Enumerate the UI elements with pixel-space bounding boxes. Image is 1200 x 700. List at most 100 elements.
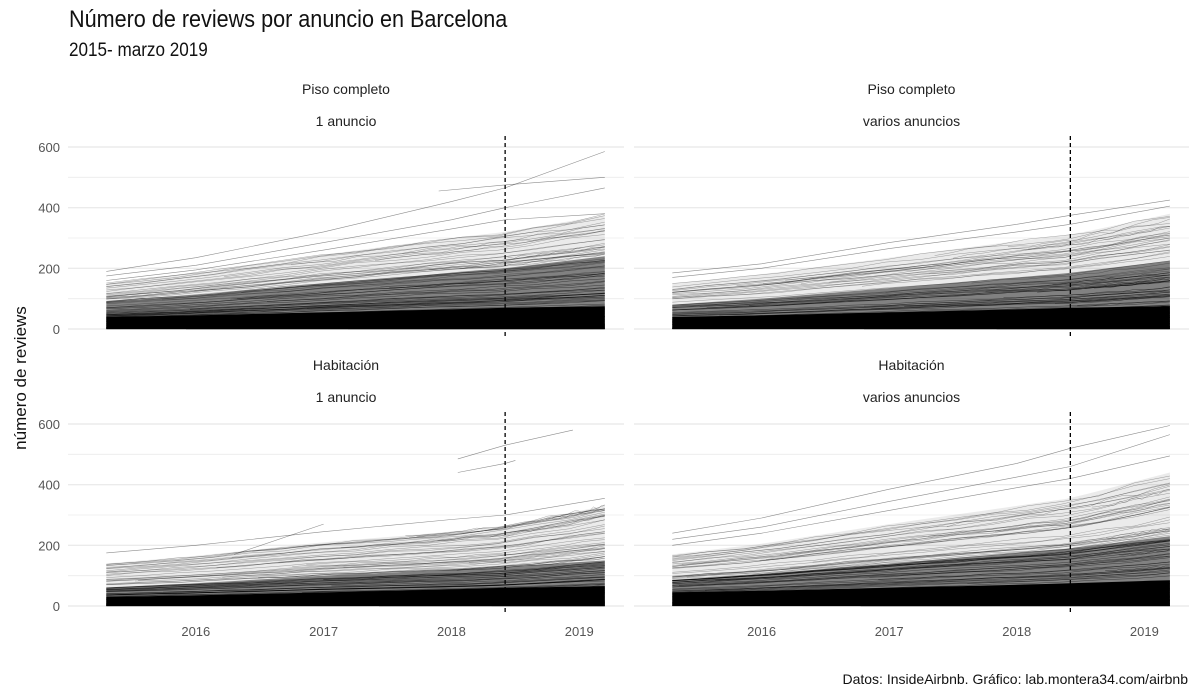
- review-line: [1105, 565, 1170, 572]
- review-line: [106, 248, 605, 298]
- review-line: [343, 545, 605, 568]
- review-line: [106, 265, 605, 305]
- review-line: [106, 261, 605, 303]
- review-line: [1077, 300, 1170, 306]
- y-tick-label: 0: [53, 322, 60, 337]
- review-line: [672, 249, 1170, 298]
- panel-strip-bottom: varios anuncios: [863, 389, 960, 405]
- review-series-line: [457, 429, 573, 460]
- review-line: [409, 509, 605, 539]
- review-line: [672, 550, 1170, 586]
- review-band-solid: [106, 306, 605, 329]
- review-series-line: [672, 199, 1170, 274]
- review-line: [1052, 272, 1170, 285]
- review-line: [106, 278, 605, 310]
- y-tick-label: 400: [38, 201, 60, 216]
- review-line: [1003, 286, 1170, 299]
- panel-strip-bottom: 1 anuncio: [316, 113, 377, 129]
- review-line: [672, 522, 1170, 574]
- y-tick-label: 600: [38, 417, 60, 432]
- review-series-line: [106, 187, 605, 277]
- panel-strip-bottom: 1 anuncio: [316, 389, 377, 405]
- review-line: [928, 246, 1170, 275]
- panel-lines: [672, 199, 1170, 330]
- review-line: [985, 277, 1170, 292]
- review-line: [416, 508, 605, 537]
- review-line: [678, 553, 1170, 586]
- review-line: [672, 530, 1170, 578]
- review-line: [551, 504, 605, 519]
- review-line: [138, 548, 605, 581]
- review-line: [258, 556, 605, 579]
- review-line: [106, 300, 605, 319]
- review-series-line: [672, 205, 1170, 278]
- review-line: [106, 519, 605, 569]
- review-line: [106, 275, 605, 309]
- review-line: [1093, 281, 1170, 289]
- review-line: [672, 534, 1170, 579]
- review-line: [672, 260, 1170, 303]
- review-line: [672, 251, 1170, 299]
- review-line: [672, 252, 1170, 300]
- review-line: [928, 498, 1170, 537]
- review-line: [106, 572, 605, 592]
- x-tick-label: 2019: [1130, 624, 1159, 639]
- review-line: [952, 225, 1170, 259]
- y-tick-label: 600: [38, 140, 60, 155]
- review-band-light: [106, 505, 605, 606]
- review-line: [672, 571, 1170, 594]
- review-line: [106, 567, 605, 591]
- review-line: [672, 506, 1170, 568]
- review-line: [106, 230, 605, 291]
- review-line: [106, 253, 605, 299]
- review-line: [672, 492, 1170, 564]
- review-line: [106, 281, 605, 311]
- review-line: [672, 555, 1170, 588]
- review-line: [672, 227, 1170, 291]
- review-line: [161, 265, 605, 301]
- review-line: [106, 561, 605, 588]
- review-line: [672, 540, 1170, 581]
- review-line: [672, 540, 1170, 581]
- review-line: [106, 570, 605, 592]
- review-line: [672, 243, 1170, 295]
- x-tick-label: 2017: [875, 624, 904, 639]
- review-line: [106, 583, 605, 597]
- review-line: [106, 239, 605, 294]
- panel-4: Habitación varios anuncios 2016 2017 2018 201…: [634, 357, 1189, 639]
- review-band-light: [106, 215, 605, 329]
- panel-1: Piso completo 1 anuncio 0 200 400 600: [38, 81, 624, 337]
- review-line: [749, 276, 1170, 306]
- review-line: [222, 550, 605, 578]
- y-tick-label: 0: [53, 599, 60, 614]
- review-line: [106, 260, 605, 302]
- review-line: [437, 516, 605, 541]
- review-line: [672, 294, 1170, 316]
- review-line: [971, 262, 1170, 284]
- review-line: [699, 274, 1170, 307]
- review-line: [672, 490, 1170, 563]
- review-line: [106, 252, 605, 300]
- review-line: [672, 246, 1170, 297]
- review-line: [672, 516, 1170, 573]
- review-line: [106, 554, 605, 585]
- review-line: [106, 239, 605, 294]
- review-line: [106, 246, 605, 297]
- review-line: [672, 529, 1170, 578]
- review-line: [995, 502, 1170, 532]
- review-line: [106, 296, 605, 317]
- review-line: [706, 278, 1170, 309]
- review-line: [106, 513, 605, 568]
- review-line: [106, 262, 605, 303]
- x-tick-label: 2017: [309, 624, 338, 639]
- review-line: [402, 227, 605, 254]
- review-line: [672, 236, 1170, 293]
- review-line: [266, 280, 605, 302]
- review-line: [672, 561, 1170, 590]
- review-line: [106, 508, 605, 567]
- x-tick-label: 2016: [747, 624, 776, 639]
- review-line: [672, 475, 1170, 558]
- review-line: [672, 531, 1170, 579]
- review-line: [904, 293, 1170, 307]
- panel-3: Habitación 1 anuncio 0 200 400 600 2016 2017 201…: [38, 357, 624, 639]
